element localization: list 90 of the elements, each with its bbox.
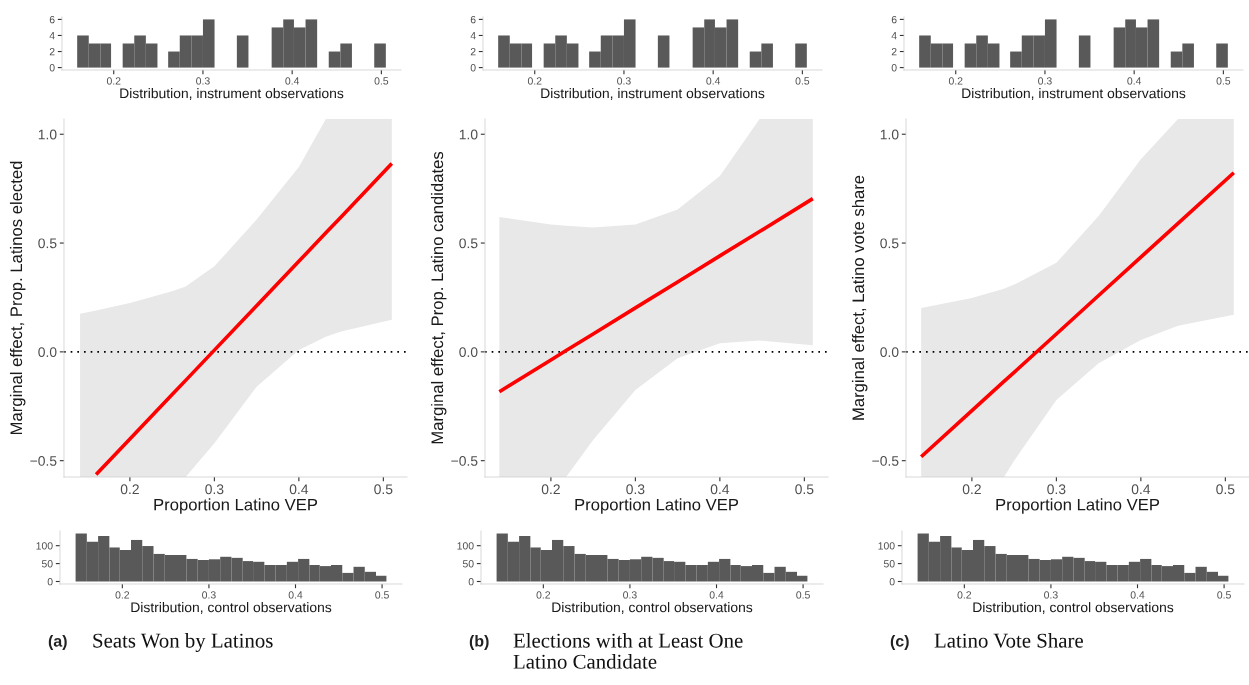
x-tick-label: 0.3 [623, 591, 637, 599]
x-tick-label: 0.4 [710, 484, 730, 495]
x-tick-label: 0.4 [709, 591, 724, 599]
x-tick-label: 0.4 [706, 77, 721, 85]
x-tick-label: 0.5 [374, 77, 389, 85]
y-tick-label: 0.0 [459, 347, 478, 358]
x-tick-label: 0.5 [375, 591, 389, 599]
x-tick-label: 0.3 [196, 77, 210, 85]
x-tick-label: 0.5 [795, 77, 810, 85]
x-axis-title: Proportion Latino VEP [575, 498, 739, 514]
y-tick-label: 100 [878, 542, 895, 550]
x-tick-label: 0.2 [957, 591, 972, 599]
x-tick-label: 0.3 [626, 484, 645, 495]
x-tick-label: 0.3 [202, 591, 216, 599]
line-series [497, 196, 815, 394]
y-tick-label: 0 [47, 577, 53, 586]
y-axis-title: Marginal effect, Latino vote share [851, 175, 868, 420]
y-axis-title: Marginal effect, Prop. Latinos elected [9, 161, 26, 435]
text: Elections with at Least One Latino Candidate [513, 633, 743, 669]
x-tick-label: 0.3 [617, 77, 631, 85]
y-tick-label: 0 [49, 64, 55, 72]
y-tick-label: 0.5 [459, 238, 478, 249]
y-tick-label: −0.5 [451, 456, 478, 466]
y-tick-label: 4 [891, 32, 897, 40]
y-tick-label: 2 [470, 48, 476, 56]
x-tick-label: 0.2 [948, 77, 963, 85]
y-tick-label: 1.0 [459, 129, 478, 140]
y-tick-label: 1.0 [38, 129, 57, 140]
x-tick-label: 0.3 [1044, 591, 1058, 599]
x-axis-title: Distribution, instrument observations [120, 88, 344, 100]
x-axis-title: Proportion Latino VEP [154, 498, 318, 514]
x-tick-label: 0.2 [120, 484, 139, 495]
y-tick-label: 0.5 [880, 238, 899, 249]
text: (b) [469, 635, 489, 650]
x-tick-label: 0.4 [289, 484, 309, 495]
x-axis-title: Distribution, control observations [973, 602, 1174, 614]
text: (a) [48, 635, 67, 650]
y-tick-label: 50 [462, 560, 474, 568]
y-tick-label: 6 [891, 15, 897, 24]
x-tick-label: 0.2 [541, 484, 560, 495]
x-tick-label: 0.5 [1217, 591, 1231, 599]
x-tick-label: 0.3 [1047, 484, 1066, 495]
y-tick-label: 0.0 [880, 347, 899, 358]
x-tick-label: 0.4 [288, 591, 303, 599]
text: (c) [890, 635, 909, 650]
x-axis-title: Distribution, instrument observations [541, 88, 765, 100]
y-tick-label: −0.5 [872, 456, 899, 466]
x-tick-label: 0.2 [527, 77, 542, 85]
y-tick-label: 100 [36, 542, 53, 550]
y-tick-label: 6 [470, 15, 476, 24]
y-tick-label: 50 [41, 560, 53, 568]
x-tick-label: 0.5 [1216, 77, 1231, 85]
x-axis-title: Distribution, control observations [131, 602, 332, 614]
y-tick-label: 0 [889, 577, 895, 586]
x-tick-label: 0.5 [374, 484, 393, 495]
y-axis-title: Marginal effect, Prop. Latino candidates [430, 151, 447, 444]
y-tick-label: 0 [891, 64, 897, 72]
y-tick-label: 2 [49, 48, 55, 56]
x-tick-label: 0.4 [285, 77, 300, 85]
y-tick-label: 4 [470, 32, 476, 40]
y-tick-label: 1.0 [880, 129, 899, 140]
x-axis-title: Distribution, control observations [552, 602, 753, 614]
y-tick-label: 0.0 [38, 347, 57, 358]
x-axis-title: Proportion Latino VEP [996, 498, 1160, 514]
y-tick-label: 50 [883, 560, 895, 568]
x-tick-label: 0.2 [106, 77, 121, 85]
x-tick-label: 0.5 [796, 591, 810, 599]
x-tick-label: 0.4 [1127, 77, 1142, 85]
x-tick-label: 0.2 [536, 591, 551, 599]
x-tick-label: 0.4 [1131, 484, 1151, 495]
x-tick-label: 0.2 [962, 484, 981, 495]
y-tick-label: 2 [891, 48, 897, 56]
y-tick-label: 0 [470, 64, 476, 72]
y-tick-label: 6 [49, 15, 55, 24]
y-tick-label: 0 [468, 577, 474, 586]
y-tick-label: 4 [49, 32, 55, 40]
line-series [94, 161, 394, 477]
y-tick-label: −0.5 [30, 456, 57, 466]
x-tick-label: 0.3 [205, 484, 224, 495]
x-tick-label: 0.5 [1216, 484, 1235, 495]
line-series [919, 170, 1236, 459]
text: Seats Won by Latinos [93, 633, 273, 652]
x-tick-label: 0.4 [1130, 591, 1145, 599]
text: Latino Vote Share [934, 633, 1083, 648]
x-tick-label: 0.5 [795, 484, 814, 495]
y-tick-label: 100 [457, 542, 474, 550]
x-tick-label: 0.3 [1038, 77, 1052, 85]
x-axis-title: Distribution, instrument observations [962, 88, 1186, 100]
x-tick-label: 0.2 [115, 591, 130, 599]
y-tick-label: 0.5 [38, 238, 57, 249]
